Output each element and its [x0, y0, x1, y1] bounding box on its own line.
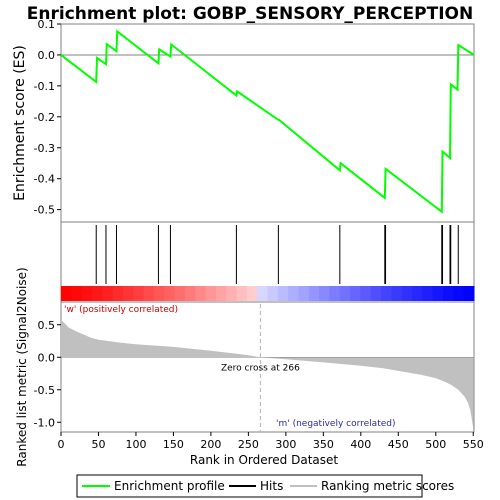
- heatmap-segment: [164, 286, 176, 301]
- metric-x-tick-label: 350: [313, 438, 334, 451]
- metric-x-tick-label: 450: [388, 438, 409, 451]
- es-panel: 0.1 0.0 -0.1 -0.2 -0.3 -0.4 -0.5 Enrichment sc…: [12, 18, 475, 223]
- heatmap-segment: [443, 286, 454, 301]
- heatmap-segment: [267, 286, 279, 301]
- heatmap-segment: [401, 286, 413, 301]
- heatmap-segment: [122, 286, 134, 301]
- heatmap-segment: [81, 286, 93, 301]
- metric-x-tick-label: 0: [58, 438, 65, 451]
- heatmap-segment: [360, 286, 372, 301]
- es-y-tick-label: -0.5: [34, 204, 55, 217]
- negative-correlation-label: 'm' (negatively correlated): [276, 419, 395, 429]
- heatmap-segment: [226, 286, 238, 301]
- metric-x-tick-label: 500: [425, 438, 446, 451]
- heatmap-segment: [91, 286, 103, 301]
- heatmap-segment: [246, 286, 258, 301]
- metric-y-tick-label: -0.5: [34, 384, 55, 397]
- chart-title: Enrichment plot: GOBP_SENSORY_PERCEPTION: [27, 4, 473, 24]
- es-y-tick-label: -0.4: [34, 173, 55, 186]
- heatmap-segment: [391, 286, 403, 301]
- heatmap-segment: [339, 286, 351, 301]
- heatmap-segment: [184, 286, 196, 301]
- heatmap-segment: [308, 286, 320, 301]
- metric-x-tick-label: 300: [275, 438, 296, 451]
- heatmap-segment: [174, 286, 186, 301]
- heatmap-segment: [61, 286, 72, 301]
- legend-hits-label: Hits: [260, 479, 283, 493]
- metric-x-tick-label: 550: [463, 438, 484, 451]
- es-y-tick-label: -0.2: [34, 111, 55, 124]
- heatmap-segment: [143, 286, 155, 301]
- es-y-tick-label: 0.0: [38, 49, 56, 62]
- rank-heatmap-bar: [61, 286, 475, 301]
- metric-y-axis-label: Ranked list metric (Signal2Noise): [15, 267, 29, 466]
- hits-panel: [60, 221, 475, 303]
- heatmap-segment: [112, 286, 124, 301]
- metric-x-tick-label: 400: [350, 438, 371, 451]
- heatmap-segment: [298, 286, 310, 301]
- hit-markers: [95, 225, 459, 284]
- es-y-tick-label: -0.1: [34, 80, 55, 93]
- es-y-axis-label: Enrichment score (ES): [12, 45, 28, 201]
- heatmap-segment: [288, 286, 299, 301]
- heatmap-segment: [71, 286, 83, 301]
- heatmap-segment: [350, 286, 361, 301]
- heatmap-segment: [412, 286, 423, 301]
- metric-panel: Zero cross at 266 'w' (positively correl…: [15, 267, 484, 467]
- heatmap-segment: [205, 286, 217, 301]
- metric-y-tick-label: 0.0: [38, 351, 56, 364]
- heatmap-segment: [277, 286, 289, 301]
- heatmap-segment: [195, 286, 207, 301]
- heatmap-segment: [432, 286, 444, 301]
- heatmap-segment: [329, 286, 341, 301]
- heatmap-segment: [133, 286, 145, 301]
- heatmap-segment: [257, 286, 268, 301]
- legend: Enrichment profile Hits Ranking metric s…: [76, 474, 454, 498]
- heatmap-segment: [453, 286, 465, 301]
- heatmap-segment: [422, 286, 434, 301]
- metric-y-tick-label: -1.0: [34, 416, 55, 429]
- metric-x-tick-label: 50: [91, 438, 105, 451]
- enrichment-profile-line: [60, 29, 475, 214]
- heatmap-segment: [370, 286, 382, 301]
- positive-correlation-label: 'w' (positively correlated): [64, 305, 178, 315]
- metric-y-tick-label: 0.5: [38, 319, 56, 332]
- heatmap-segment: [102, 286, 114, 301]
- heatmap-segment: [463, 286, 475, 301]
- es-y-ticks: 0.1 0.0 -0.1 -0.2 -0.3 -0.4 -0.5: [34, 18, 61, 217]
- metric-x-tick-label: 250: [238, 438, 259, 451]
- zero-cross-label: Zero cross at 266: [221, 363, 300, 373]
- metric-y-ticks: 0.5 0.0 -0.5 -1.0: [34, 319, 61, 429]
- heatmap-segment: [153, 286, 165, 301]
- heatmap-segment: [236, 286, 248, 301]
- metric-x-ticks: 0 50 100 150 200 250 300 350 400 450 500 550: [58, 432, 484, 451]
- legend-metric-label: Ranking metric scores: [321, 479, 454, 493]
- metric-x-axis-label: Rank in Ordered Dataset: [190, 453, 338, 467]
- ranking-metric-area: [61, 319, 474, 429]
- legend-profile-label: Enrichment profile: [114, 479, 225, 493]
- es-y-tick-label: 0.1: [38, 18, 56, 31]
- es-panel-frame: [60, 23, 475, 223]
- heatmap-segment: [319, 286, 330, 301]
- heatmap-segment: [215, 286, 227, 301]
- es-y-tick-label: -0.3: [34, 142, 55, 155]
- heatmap-segment: [381, 286, 392, 301]
- metric-x-tick-label: 150: [163, 438, 184, 451]
- metric-x-tick-label: 100: [125, 438, 146, 451]
- metric-x-tick-label: 200: [200, 438, 221, 451]
